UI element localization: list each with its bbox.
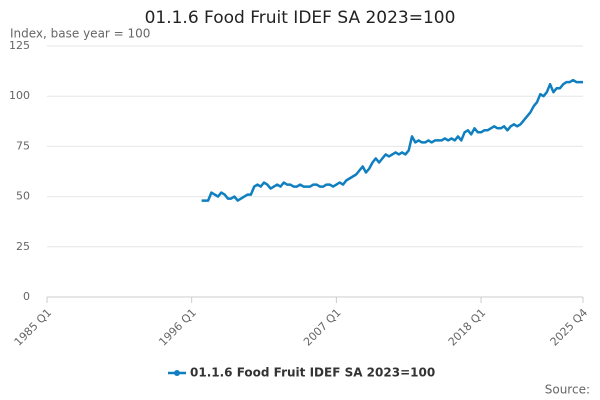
legend-marker	[174, 370, 180, 376]
x-tick-label: 2025 Q4	[548, 306, 591, 349]
y-tick-label: 50	[16, 190, 30, 203]
x-tick-label: 2007 Q1	[301, 306, 344, 349]
y-tick-label: 75	[16, 139, 30, 152]
series-line	[201, 78, 583, 202]
y-tick-label: 100	[9, 89, 30, 102]
x-tick-label: 1985 Q1	[12, 306, 55, 349]
x-tick-label: 2018 Q1	[446, 306, 489, 349]
y-tick-label: 125	[9, 39, 30, 52]
y-axis-label: Index, base year = 100	[10, 27, 150, 41]
y-tick-label: 25	[16, 240, 30, 253]
y-tick-label: 0	[23, 290, 30, 303]
source: Source:	[545, 383, 590, 397]
chart-title: 01.1.6 Food Fruit IDEF SA 2023=100	[145, 8, 456, 28]
legend-label: 01.1.6 Food Fruit IDEF SA 2023=100	[190, 366, 435, 380]
x-tick-label: 1996 Q1	[156, 306, 199, 349]
